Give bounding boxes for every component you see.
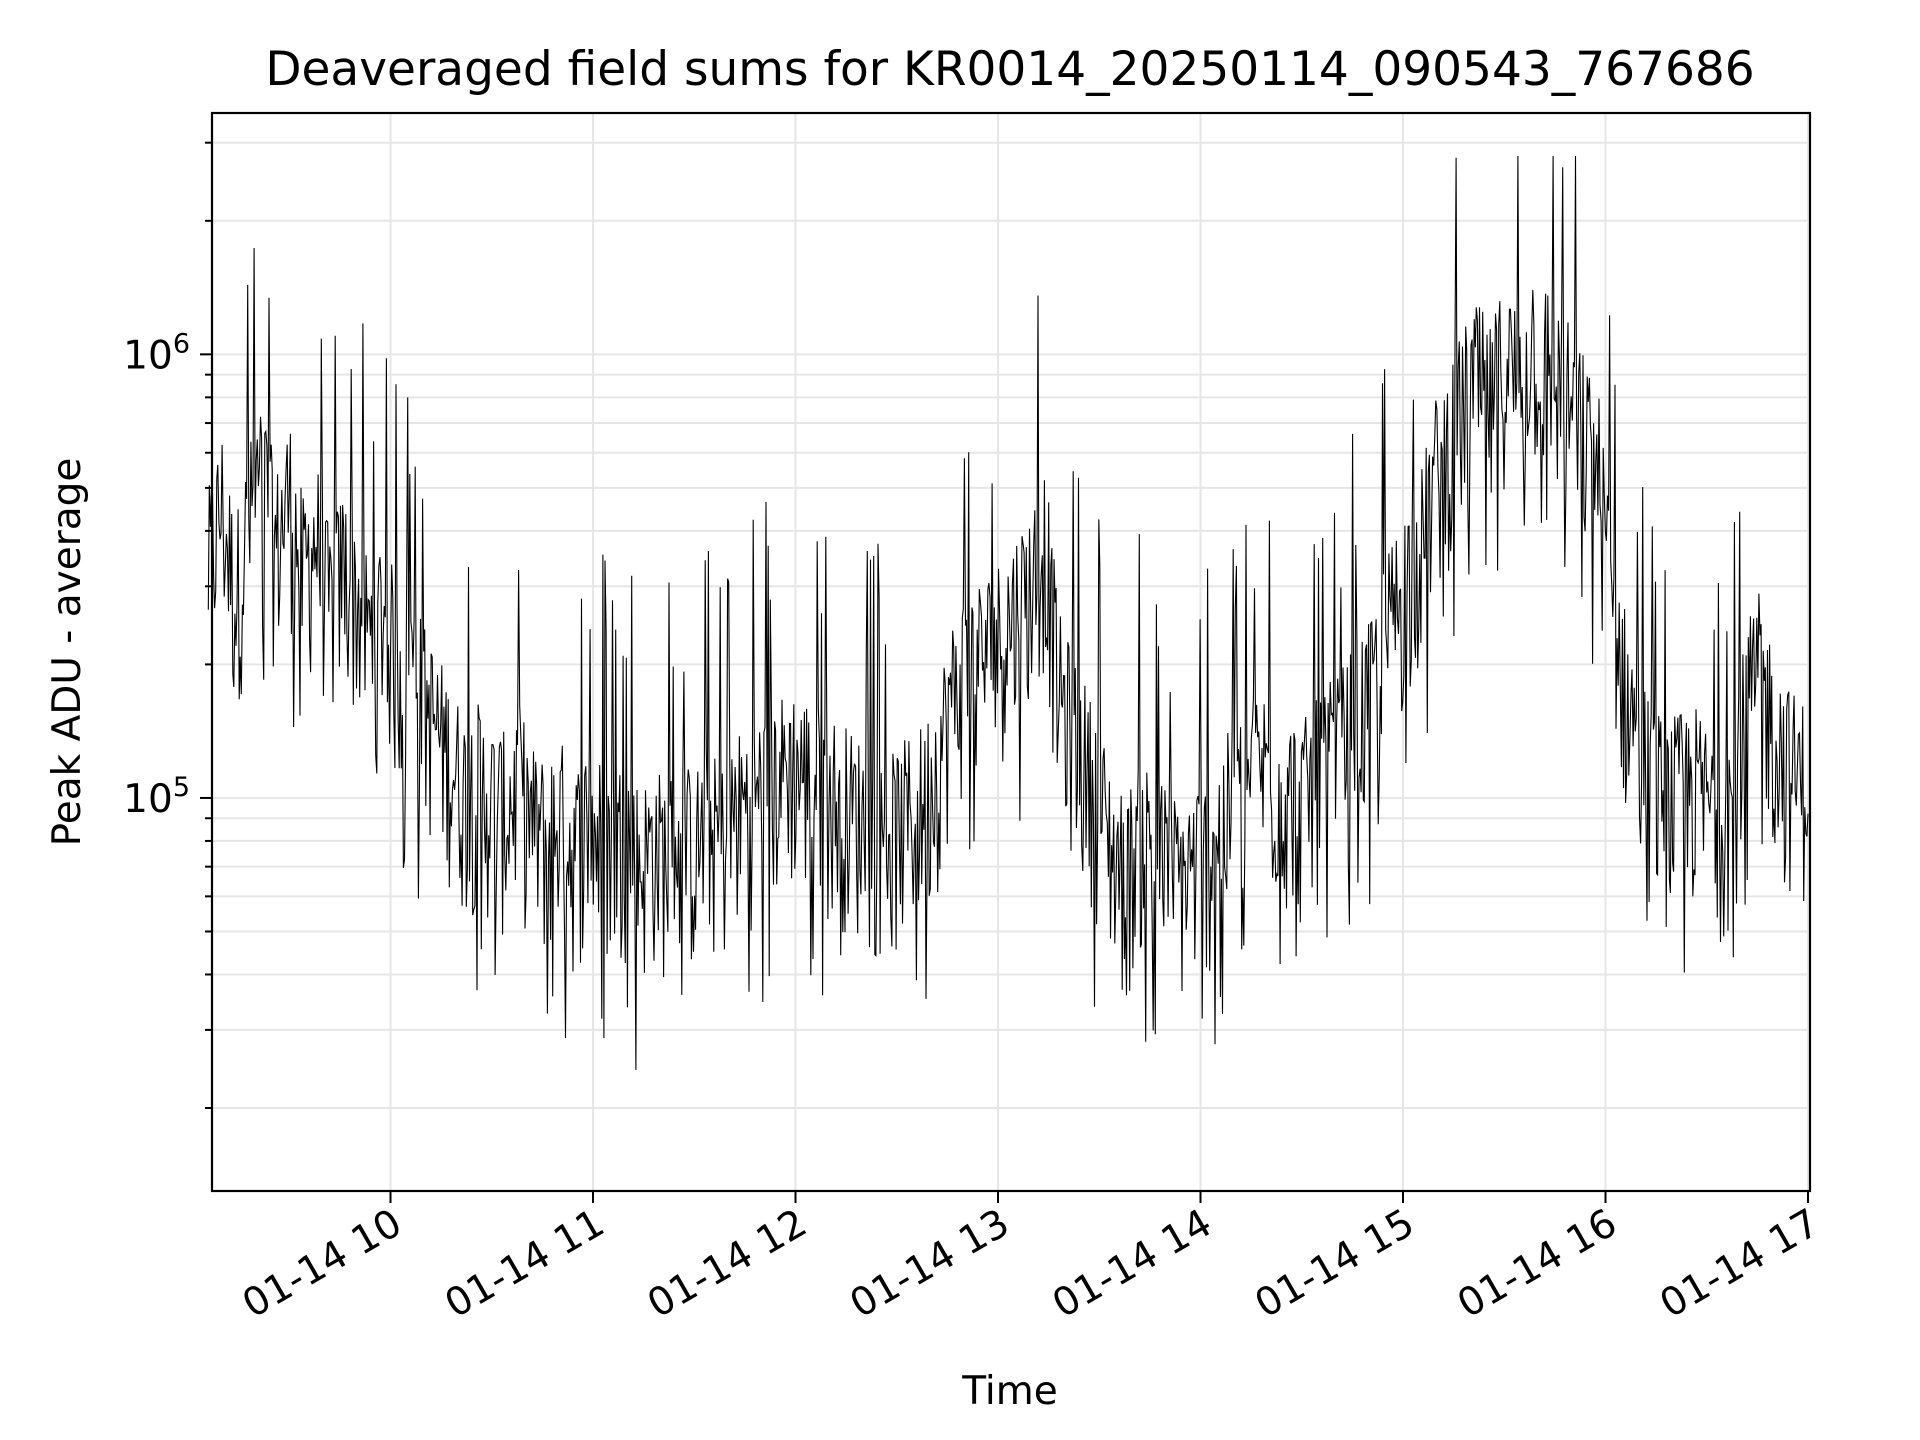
chart-title: Deaveraged field sums for KR0014_2025011… [265,42,1754,97]
series-line [207,155,1809,1070]
grid-layer [212,113,1810,1191]
y-tick-layer: 105 106 [123,141,212,1110]
data-layer [207,155,1809,1070]
y-tick-label: 106 [123,328,190,378]
y-axis-label: Peak ADU - average [45,458,90,847]
y-tick-label: 105 [123,772,190,822]
x-axis-label: Time [961,1369,1057,1414]
plot-frame [210,111,1812,1193]
